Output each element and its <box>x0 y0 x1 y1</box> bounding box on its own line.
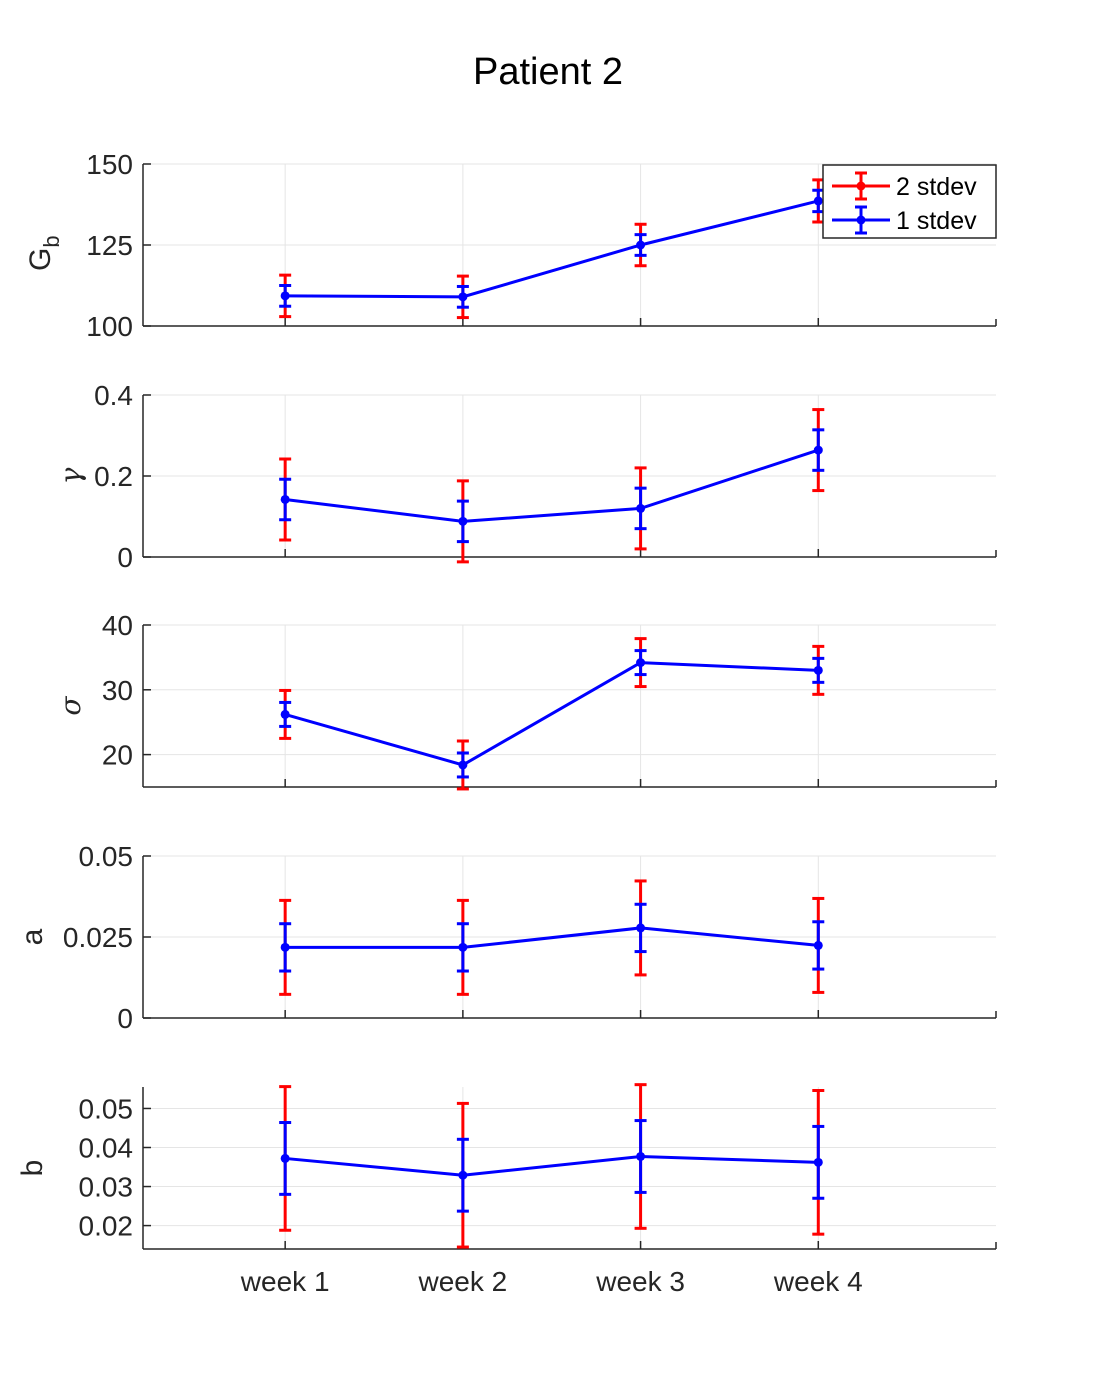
data-point <box>458 516 468 526</box>
y-axis-label: σ <box>54 696 87 716</box>
legend-label-2stdev: 2 stdev <box>896 173 977 201</box>
data-point <box>636 503 646 513</box>
data-point <box>280 1153 290 1163</box>
y-tick-label: 20 <box>102 740 133 771</box>
data-point <box>458 1170 468 1180</box>
figure-title: Patient 2 <box>473 51 623 93</box>
y-tick-label: 0 <box>117 1003 133 1034</box>
data-point <box>636 658 646 668</box>
y-tick-label: 0.05 <box>79 841 134 872</box>
legend-label-1stdev: 1 stdev <box>896 207 977 235</box>
y-tick-label: 150 <box>86 149 133 180</box>
series-line <box>284 448 819 523</box>
y-tick-label: 0.4 <box>94 380 133 411</box>
y-tick-label: 100 <box>86 311 133 342</box>
y-tick-label: 30 <box>102 675 133 706</box>
data-point <box>280 494 290 504</box>
y-tick-label: 0 <box>117 542 133 573</box>
y-tick-label: 0.2 <box>94 461 133 492</box>
panel-2: 0 0.2 0.4 γ <box>54 380 997 573</box>
data-point <box>636 923 646 933</box>
panel-1: 100 125 150 Gb <box>24 149 997 342</box>
data-point <box>636 1151 646 1161</box>
y-tick-label: 0.02 <box>79 1211 134 1242</box>
data-point <box>636 240 646 250</box>
panel-3: 20 30 40 σ <box>54 610 997 791</box>
data-point <box>458 760 468 770</box>
data-point <box>458 942 468 952</box>
y-tick-label: 40 <box>102 610 133 641</box>
x-tick-label: week 1 <box>240 1266 330 1297</box>
data-point <box>813 445 823 455</box>
data-point <box>458 292 468 302</box>
panels-group: 100 125 150 Gb 0 0.2 0.4 γ 20 30 40 σ 0 0.025 0.05 a 0.0… <box>16 149 997 1297</box>
y-tick-label: 125 <box>86 230 133 261</box>
data-point <box>280 291 290 301</box>
panel-5: 0.02 0.03 0.04 0.05 b week 1 week 2 week 3 week … <box>16 1083 997 1297</box>
data-point <box>813 196 823 206</box>
data-point <box>813 1157 823 1167</box>
series-line <box>285 1154 819 1177</box>
legend-marker-1stdev <box>832 205 890 235</box>
series-line <box>284 661 819 767</box>
y-axis-label: b <box>16 1160 49 1177</box>
data-point <box>813 665 823 675</box>
panel-4: 0 0.025 0.05 a <box>16 841 997 1034</box>
x-tick-label: week 4 <box>773 1266 863 1297</box>
series-line <box>285 199 819 299</box>
x-tick-label: week 3 <box>595 1266 685 1297</box>
y-axis-label: Gb <box>24 235 64 271</box>
legend-box <box>822 164 997 239</box>
data-point <box>813 940 823 950</box>
data-point <box>280 709 290 719</box>
legend: 2 stdev 1 stdev <box>822 164 997 239</box>
legend-marker-2stdev <box>832 171 890 201</box>
y-axis-label: γ <box>54 467 87 484</box>
series-line <box>285 926 819 949</box>
y-tick-label: 0.025 <box>63 922 133 953</box>
x-tick-label: week 2 <box>418 1266 508 1297</box>
y-tick-label: 0.04 <box>79 1133 134 1164</box>
y-tick-label: 0.05 <box>79 1093 134 1124</box>
y-tick-label: 0.03 <box>79 1172 134 1203</box>
data-point <box>280 942 290 952</box>
y-axis-label: a <box>16 928 49 945</box>
